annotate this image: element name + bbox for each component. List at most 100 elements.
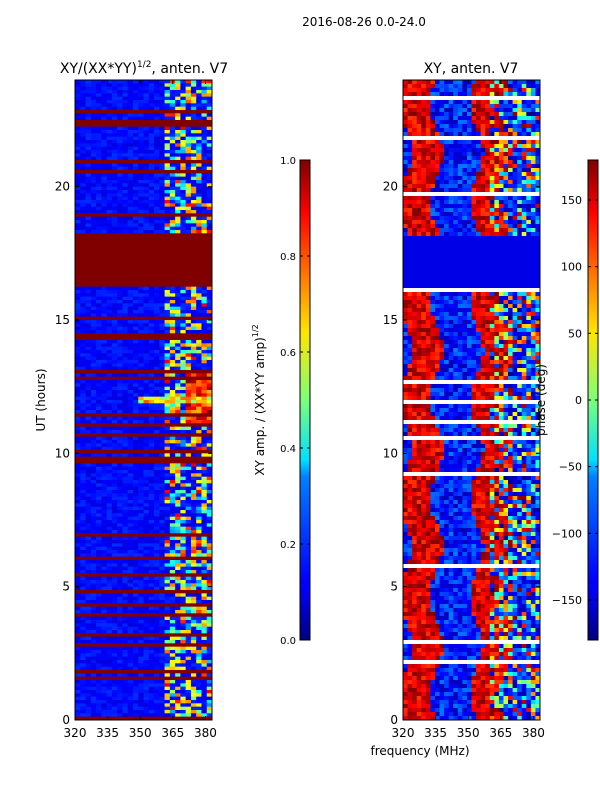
heatmap-cell xyxy=(122,153,129,157)
heatmap-cell xyxy=(80,453,87,457)
heatmap-cell xyxy=(196,123,203,127)
heatmap-cell xyxy=(106,630,113,634)
heatmap-cell xyxy=(96,186,102,191)
heatmap-cell xyxy=(132,326,139,331)
heatmap-cell xyxy=(148,310,155,314)
heatmap-cell xyxy=(138,216,145,221)
heatmap-cell xyxy=(111,206,118,211)
heatmap-cell xyxy=(80,340,87,344)
heatmap-cell xyxy=(111,180,118,184)
heatmap-cell xyxy=(180,213,187,217)
heatmap-cell xyxy=(159,93,166,97)
heatmap-cell xyxy=(201,433,208,437)
heatmap-cell xyxy=(75,293,81,297)
heatmap-cell xyxy=(122,290,129,294)
heatmap-cell xyxy=(138,633,145,637)
heatmap-cell xyxy=(169,150,176,154)
heatmap-cell xyxy=(132,216,139,221)
heatmap-cell xyxy=(127,320,134,324)
heatmap-cell xyxy=(96,343,102,347)
heatmap-cell xyxy=(122,236,129,241)
heatmap-cell xyxy=(122,203,129,207)
heatmap-cell xyxy=(185,290,192,294)
heatmap-cell xyxy=(159,410,166,414)
heatmap-cell xyxy=(85,580,92,584)
heatmap-cell xyxy=(175,613,181,617)
heatmap-cell xyxy=(111,243,118,247)
heatmap-cell xyxy=(80,713,87,717)
heatmap-cell xyxy=(154,536,160,541)
heatmap-cell xyxy=(90,703,97,707)
heatmap-cell xyxy=(80,136,87,141)
heatmap-cell xyxy=(90,306,97,311)
heatmap-cell xyxy=(185,676,192,681)
heatmap-cell xyxy=(190,230,197,234)
heatmap-cell xyxy=(206,220,212,224)
heatmap-cell xyxy=(80,130,87,134)
heatmap-cell xyxy=(80,190,87,194)
heatmap-cell xyxy=(80,360,87,364)
heatmap-cell xyxy=(138,80,145,84)
heatmap-cell xyxy=(164,470,171,474)
heatmap-cell xyxy=(80,96,87,101)
heatmap-cell xyxy=(111,583,118,587)
heatmap-cell xyxy=(111,113,118,117)
heatmap-cell xyxy=(111,540,118,544)
heatmap-cell xyxy=(190,120,197,124)
heatmap-cell xyxy=(154,600,160,604)
heatmap-cell xyxy=(75,413,81,417)
heatmap-cell xyxy=(175,406,181,411)
heatmap-cell xyxy=(175,373,181,377)
heatmap-cell xyxy=(154,286,160,291)
heatmap-cell xyxy=(159,676,166,681)
heatmap-cell xyxy=(159,593,166,597)
heatmap-cell xyxy=(159,326,166,331)
heatmap-cell xyxy=(85,266,92,271)
heatmap-cell xyxy=(122,170,129,174)
heatmap-cell xyxy=(96,226,102,231)
heatmap-cell xyxy=(117,326,124,331)
heatmap-cell xyxy=(180,600,187,604)
heatmap-cell xyxy=(111,256,118,261)
heatmap-cell xyxy=(154,250,160,254)
heatmap-cell xyxy=(75,216,81,221)
heatmap-cell xyxy=(143,173,150,177)
heatmap-cell xyxy=(90,170,97,174)
heatmap-cell xyxy=(80,346,87,351)
heatmap-cell xyxy=(96,436,102,441)
heatmap-cell xyxy=(122,286,129,291)
heatmap-cell xyxy=(127,440,134,444)
heatmap-cell xyxy=(96,153,102,157)
heatmap-cell xyxy=(159,153,166,157)
heatmap-cell xyxy=(101,623,108,627)
heatmap-cell xyxy=(127,206,134,211)
heatmap-cell xyxy=(164,323,171,327)
heatmap-cell xyxy=(132,490,139,494)
heatmap-cell xyxy=(75,483,81,487)
heatmap-cell xyxy=(190,100,197,104)
heatmap-cell xyxy=(96,316,102,321)
heatmap-cell xyxy=(206,636,212,641)
heatmap-cell xyxy=(159,506,166,511)
heatmap-cell xyxy=(148,603,155,607)
heatmap-cell xyxy=(122,393,129,397)
heatmap-cell xyxy=(117,556,124,561)
heatmap-cell xyxy=(148,346,155,351)
heatmap-cell xyxy=(148,340,155,344)
heatmap-cell xyxy=(106,536,113,541)
heatmap-cell xyxy=(185,373,192,377)
heatmap-cell xyxy=(111,153,118,157)
heatmap-cell xyxy=(148,366,155,371)
heatmap-cell xyxy=(132,473,139,477)
heatmap-cell xyxy=(96,320,102,324)
heatmap-cell xyxy=(154,603,160,607)
heatmap-cell xyxy=(80,590,87,594)
heatmap-cell xyxy=(117,396,124,401)
heatmap-cell xyxy=(201,543,208,547)
heatmap-cell xyxy=(90,380,97,384)
heatmap-cell xyxy=(164,420,171,424)
heatmap-cell xyxy=(122,366,129,371)
heatmap-cell xyxy=(111,270,118,274)
heatmap-cell xyxy=(201,530,208,534)
heatmap-cell xyxy=(185,306,192,311)
